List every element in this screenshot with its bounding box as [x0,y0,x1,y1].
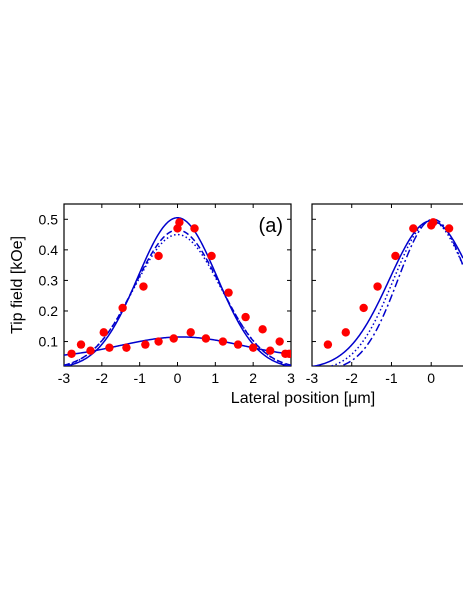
y-tick-label: 0.5 [39,211,59,227]
x-tick-label: 1 [211,370,219,386]
data-point [169,334,178,343]
y-tick-label: 0.4 [39,242,59,258]
data-point [275,337,284,346]
data-point [281,349,290,358]
data-point [265,346,275,355]
series-line-dotted [64,233,291,366]
x-tick-label: 2 [249,370,257,386]
data-point [233,340,243,349]
data-point [373,282,382,291]
x-tick-label: -1 [133,370,146,386]
data-point [341,328,350,337]
data-point [186,328,195,337]
x-tick-label: -2 [96,370,109,386]
data-point [190,224,199,233]
plot-frame [311,203,463,367]
data-point [67,349,76,358]
data-point [218,337,228,346]
data-point [207,251,216,261]
series-line-dashdot [338,218,463,366]
x-tick-label: 0 [174,370,182,386]
x-tick-label: -3 [306,370,319,386]
data-point [175,218,184,227]
x-tick-label: -2 [346,370,359,386]
x-tick-label: 0 [427,370,435,386]
data-point [241,312,250,322]
data-point [154,251,163,261]
panel-label: (a) [259,215,283,237]
data-point [201,334,211,343]
data-point [141,340,150,349]
data-point [224,288,233,297]
x-axis-title: Lateral position [μm] [231,390,375,407]
y-tick-label: 0.1 [39,334,59,350]
data-point [154,337,163,346]
data-point [409,224,418,233]
data-point [248,343,258,352]
data-point [323,340,333,349]
y-axis-title: Tip field [kOe] [9,236,26,334]
data-point [76,340,86,349]
chart-panel-a: -3 -2 -1 0 1 2 3 0.1 0.2 0.3 0.4 0.5 (a) [39,203,295,386]
y-tick-label: 0.2 [39,303,59,319]
chart-panel-b: -3 -2 -1 0 [306,203,463,386]
data-point [118,303,127,313]
data-point [359,303,368,313]
series-line-dotted [328,220,463,366]
data-point [391,251,400,261]
x-tick-label: -3 [58,370,71,386]
data-point [139,282,148,291]
x-tick-label: 3 [287,370,295,386]
data-point [122,343,131,352]
data-point [86,346,95,355]
data-point [105,343,114,352]
data-point [99,328,108,337]
data-point [444,224,454,233]
y-tick-label: 0.3 [39,272,59,288]
data-point [258,325,267,334]
data-point [428,218,438,227]
x-tick-label: -1 [385,370,398,386]
series-line-solid [312,220,463,366]
